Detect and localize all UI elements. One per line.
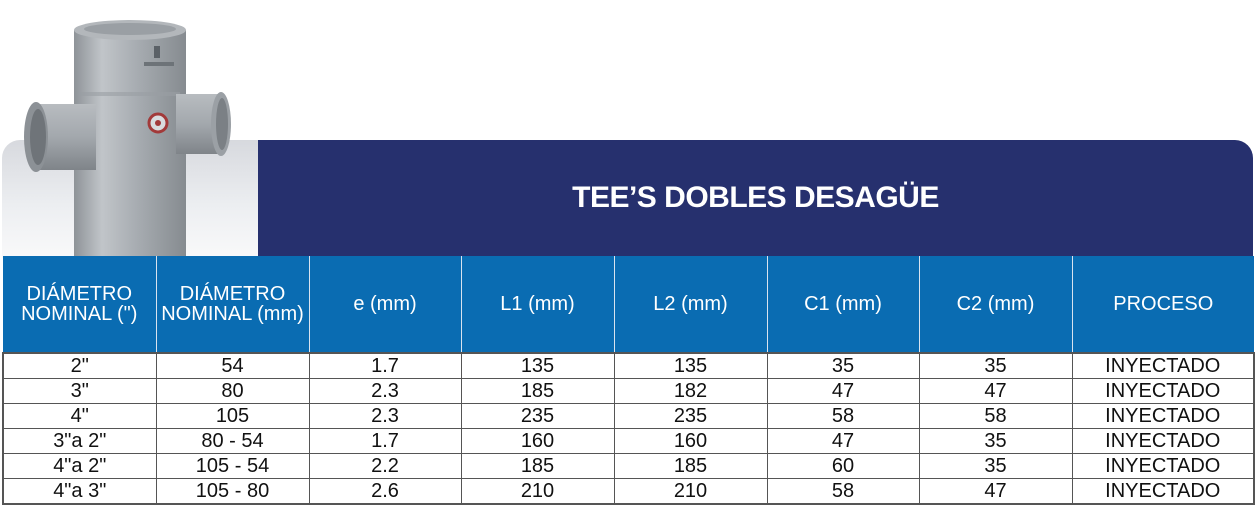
cell-c2: 47 bbox=[918, 478, 1073, 505]
col-header-c2: C2 (mm) bbox=[918, 256, 1072, 353]
cell-c2: 35 bbox=[918, 453, 1073, 479]
cell-c2: 47 bbox=[918, 378, 1073, 404]
cell-l2: 160 bbox=[613, 428, 768, 454]
cell-proceso: INYECTADO bbox=[1071, 428, 1255, 454]
cell-c1: 58 bbox=[766, 478, 920, 505]
cell-l2: 185 bbox=[613, 453, 768, 479]
table-row: 4" 105 2.3 235 235 58 58 INYECTADO bbox=[2, 403, 1255, 429]
cell-e: 2.3 bbox=[308, 403, 462, 429]
specs-table: DIÁMETRO NOMINAL (") DIÁMETRO NOMINAL (m… bbox=[2, 256, 1255, 505]
col-header-l1: L1 (mm) bbox=[460, 256, 614, 353]
cell-c1: 35 bbox=[766, 352, 920, 379]
cell-proceso: INYECTADO bbox=[1071, 378, 1255, 404]
table-header-row: DIÁMETRO NOMINAL (") DIÁMETRO NOMINAL (m… bbox=[3, 256, 1254, 353]
cell-diametro-mm: 105 - 80 bbox=[155, 478, 310, 505]
table-row: 4"a 3" 105 - 80 2.6 210 210 58 47 INYECT… bbox=[2, 478, 1255, 505]
cell-c1: 58 bbox=[766, 403, 920, 429]
cell-diametro-pulgadas: 2" bbox=[2, 352, 157, 379]
cell-c2: 35 bbox=[918, 428, 1073, 454]
cell-l1: 235 bbox=[460, 403, 615, 429]
col-header-proceso: PROCESO bbox=[1071, 256, 1254, 353]
title-banner: TEE’S DOBLES DESAGÜE bbox=[258, 140, 1253, 256]
cell-diametro-mm: 80 bbox=[155, 378, 310, 404]
cell-e: 2.2 bbox=[308, 453, 462, 479]
cell-diametro-mm: 105 bbox=[155, 403, 310, 429]
cell-e: 1.7 bbox=[308, 428, 462, 454]
col-header-l2: L2 (mm) bbox=[613, 256, 767, 353]
brand-logo bbox=[144, 46, 174, 66]
cell-proceso: INYECTADO bbox=[1071, 352, 1255, 379]
cell-proceso: INYECTADO bbox=[1071, 453, 1255, 479]
cell-diametro-pulgadas: 3" bbox=[2, 378, 157, 404]
cell-c1: 47 bbox=[766, 428, 920, 454]
cell-diametro-mm: 105 - 54 bbox=[155, 453, 310, 479]
cell-l1: 185 bbox=[460, 453, 615, 479]
cell-diametro-pulgadas: 3"a 2" bbox=[2, 428, 157, 454]
seal-icon bbox=[147, 112, 169, 134]
col-header-c1: C1 (mm) bbox=[766, 256, 919, 353]
page-title: TEE’S DOBLES DESAGÜE bbox=[572, 181, 939, 214]
table-row: 3"a 2" 80 - 54 1.7 160 160 47 35 INYECTA… bbox=[2, 428, 1255, 454]
cell-l1: 185 bbox=[460, 378, 615, 404]
table-row: 3" 80 2.3 185 182 47 47 INYECTADO bbox=[2, 378, 1255, 404]
cell-e: 2.6 bbox=[308, 478, 462, 505]
cell-l1: 135 bbox=[460, 352, 615, 379]
col-header-diametro-pulgadas: DIÁMETRO NOMINAL (") bbox=[3, 256, 156, 353]
cell-l2: 210 bbox=[613, 478, 768, 505]
cell-l1: 160 bbox=[460, 428, 615, 454]
cell-l2: 182 bbox=[613, 378, 768, 404]
cell-diametro-pulgadas: 4" bbox=[2, 403, 157, 429]
cell-l2: 135 bbox=[613, 352, 768, 379]
col-header-e: e (mm) bbox=[308, 256, 461, 353]
cell-c1: 60 bbox=[766, 453, 920, 479]
product-image bbox=[24, 20, 231, 258]
table-row: 4"a 2" 105 - 54 2.2 185 185 60 35 INYECT… bbox=[2, 453, 1255, 479]
cell-l1: 210 bbox=[460, 478, 615, 505]
table-row: 2" 54 1.7 135 135 35 35 INYECTADO bbox=[2, 352, 1255, 379]
cell-l2: 235 bbox=[613, 403, 768, 429]
cell-c2: 35 bbox=[918, 352, 1073, 379]
cell-c1: 47 bbox=[766, 378, 920, 404]
cell-c2: 58 bbox=[918, 403, 1073, 429]
cell-e: 2.3 bbox=[308, 378, 462, 404]
cell-e: 1.7 bbox=[308, 352, 462, 379]
cell-proceso: INYECTADO bbox=[1071, 403, 1255, 429]
cell-diametro-mm: 54 bbox=[155, 352, 310, 379]
cell-diametro-mm: 80 - 54 bbox=[155, 428, 310, 454]
cell-diametro-pulgadas: 4"a 2" bbox=[2, 453, 157, 479]
col-header-diametro-mm: DIÁMETRO NOMINAL (mm) bbox=[155, 256, 309, 353]
cell-diametro-pulgadas: 4"a 3" bbox=[2, 478, 157, 505]
cell-proceso: INYECTADO bbox=[1071, 478, 1255, 505]
